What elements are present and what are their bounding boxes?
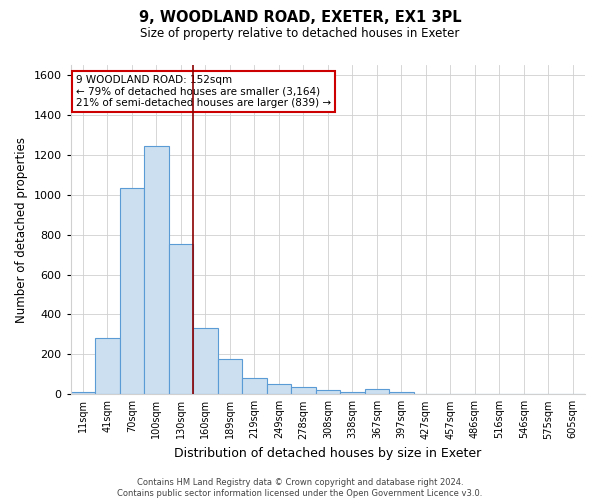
Bar (95, 338, 119, 394)
Bar (316, 390, 340, 394)
Text: Contains HM Land Registry data © Crown copyright and database right 2024.
Contai: Contains HM Land Registry data © Crown c… (118, 478, 482, 498)
Bar (242, 378, 266, 394)
Bar (119, 188, 144, 394)
Bar (193, 328, 218, 394)
Y-axis label: Number of detached properties: Number of detached properties (15, 136, 28, 322)
Bar (144, 146, 169, 394)
Bar (365, 390, 389, 394)
Bar (169, 244, 193, 394)
Bar (291, 386, 316, 394)
Bar (71, 392, 95, 394)
Bar (218, 360, 242, 394)
Text: Size of property relative to detached houses in Exeter: Size of property relative to detached ho… (140, 28, 460, 40)
Text: 9 WOODLAND ROAD: 152sqm
← 79% of detached houses are smaller (3,164)
21% of semi: 9 WOODLAND ROAD: 152sqm ← 79% of detache… (76, 75, 331, 108)
Text: 9, WOODLAND ROAD, EXETER, EX1 3PL: 9, WOODLAND ROAD, EXETER, EX1 3PL (139, 10, 461, 25)
X-axis label: Distribution of detached houses by size in Exeter: Distribution of detached houses by size … (174, 447, 481, 460)
Bar (266, 384, 291, 394)
Bar (389, 392, 413, 394)
Bar (340, 392, 365, 394)
